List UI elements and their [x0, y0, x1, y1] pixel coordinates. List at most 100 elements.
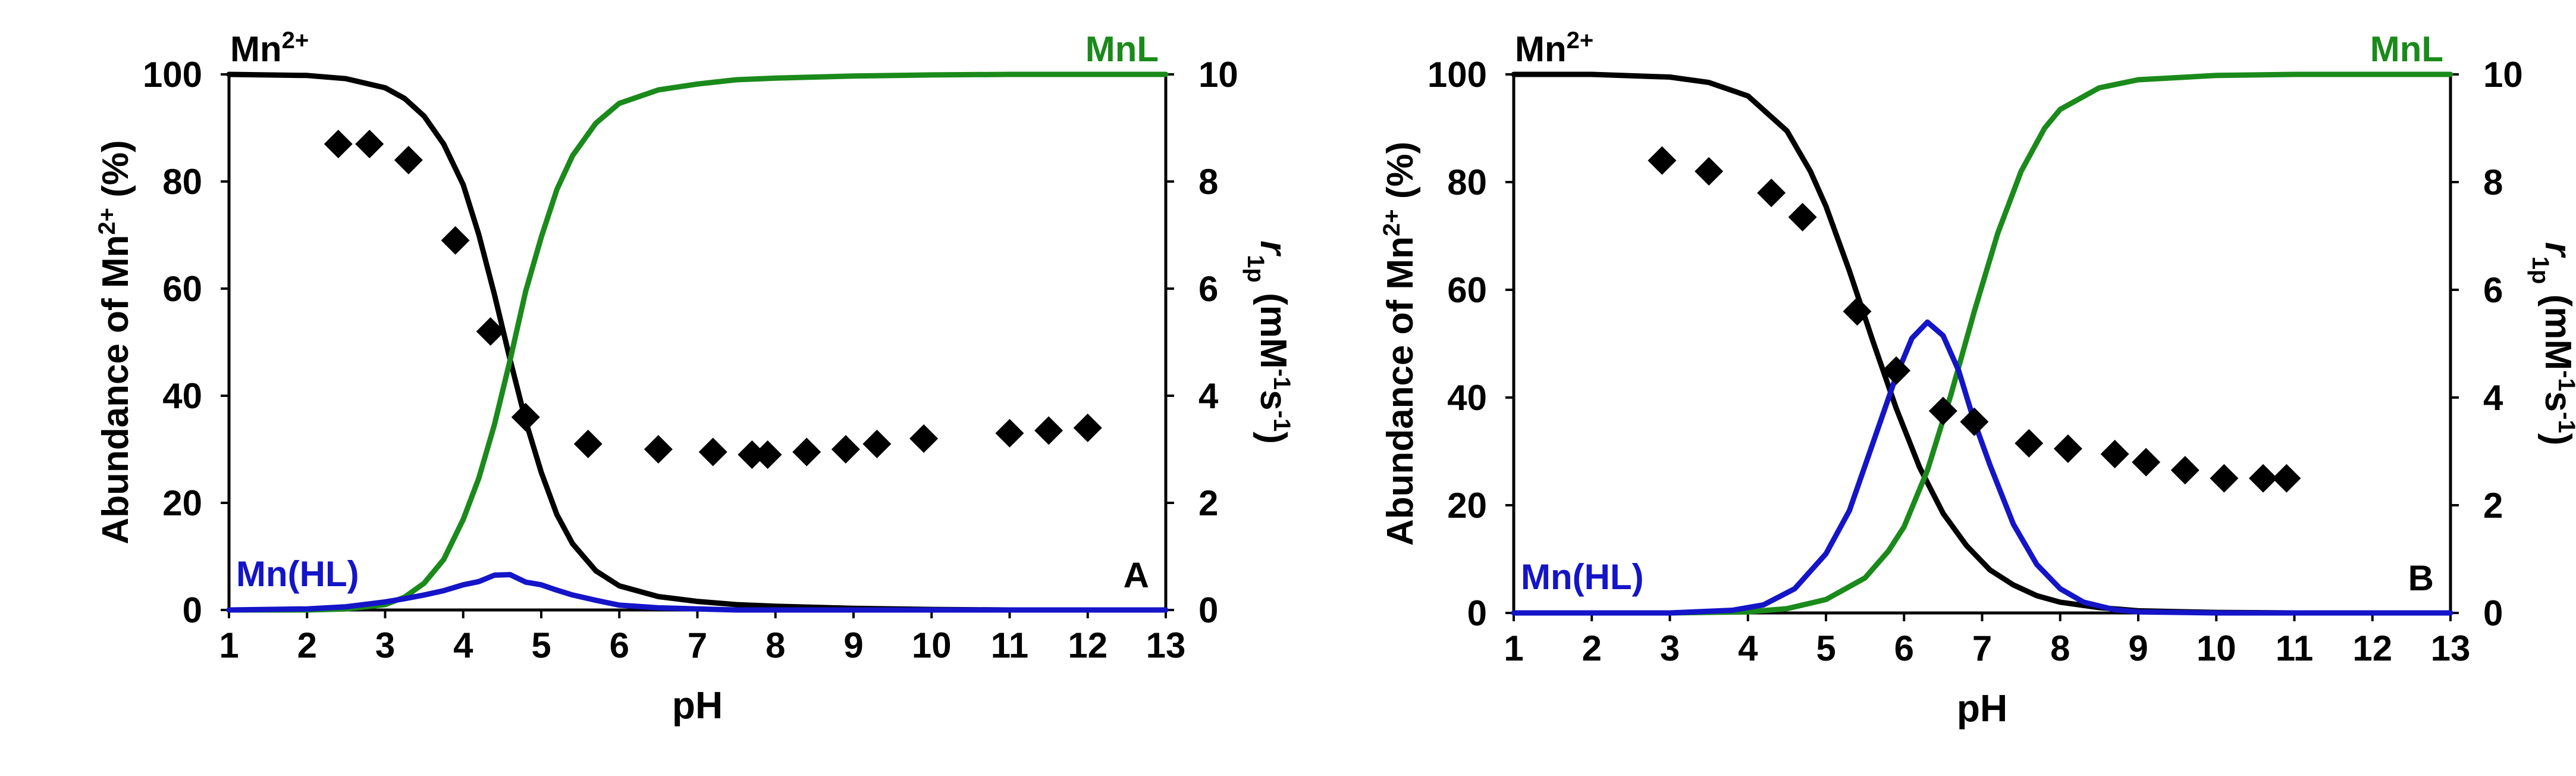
y2-tick-label: 6	[2483, 270, 2503, 310]
y-tick-label: 0	[183, 590, 202, 630]
mn2-label-superscript: 2+	[1567, 27, 1594, 54]
mn2-label: Mn2+	[230, 27, 309, 69]
y2-tick-label: 10	[1198, 55, 1238, 95]
r1p-data-point	[644, 435, 673, 464]
x-tick-label: 7	[1972, 628, 1992, 668]
y2-axis-title: r1p (mM-1s-1)	[2527, 242, 2576, 446]
y2-axis-title-s: s	[1253, 390, 1294, 410]
y2-tick-label: 4	[2483, 378, 2503, 418]
x-tick-label: 2	[297, 625, 317, 665]
x-tick-label: 3	[375, 625, 395, 665]
x-tick-label: 8	[2050, 628, 2070, 668]
x-tick-label: 2	[1582, 628, 1602, 668]
y-tick-label: 40	[162, 376, 202, 416]
y2-axis-title-close: )	[2537, 433, 2576, 446]
r1p-data-point	[1648, 146, 1677, 175]
r1p-data-point	[753, 440, 782, 469]
mnl-label: MnL	[1085, 29, 1159, 69]
y-tick-label: 60	[162, 269, 202, 309]
x-tick-label: 9	[2128, 628, 2148, 668]
y2-tick-label: 2	[1198, 483, 1218, 523]
r1p-data-point	[909, 424, 939, 453]
mnhl-curve	[1511, 319, 2453, 616]
r1p-data-point	[394, 146, 423, 174]
x-tick-label: 3	[1660, 628, 1680, 668]
mn2-label: Mn2+	[1515, 27, 1593, 69]
r1p-data-point	[1757, 179, 1786, 208]
y2-axis-title-unit: (mM	[2537, 284, 2576, 370]
x-tick-label: 6	[1894, 628, 1914, 668]
x-tick-label: 13	[2431, 628, 2471, 668]
x-tick-label: 7	[688, 625, 707, 665]
y2-axis-title-sup2: -1	[1269, 411, 1295, 432]
r1p-data-point	[862, 430, 892, 458]
y2-axis-title-sup1: -1	[2553, 370, 2576, 392]
x-tick-label: 10	[2197, 628, 2236, 668]
y-axis-title-superscript: 2+	[1379, 209, 1405, 236]
x-tick-label: 9	[843, 625, 863, 665]
r1p-data-point	[1882, 356, 1911, 385]
r1p-data-point	[995, 419, 1024, 448]
y2-tick-label: 10	[2483, 55, 2523, 95]
y-tick-label: 20	[1447, 486, 1487, 525]
x-tick-label: 4	[1738, 628, 1758, 668]
x-tick-label: 5	[531, 625, 551, 665]
y2-axis-title-sup1: -1	[1269, 369, 1295, 390]
chart-panel-a: 1 2 3 4 5 6 7 8 9 10 11 12 130204060801000246810pHAb…	[94, 27, 1295, 727]
y-axis-title-superscript: 2+	[94, 208, 120, 235]
y-axis-title: Abundance of Mn2+ (%)	[94, 140, 136, 544]
x-axis-title: pH	[1957, 687, 2007, 730]
r1p-data-point	[1695, 157, 1724, 186]
panel-letter: A	[1124, 555, 1149, 595]
y2-tick-label: 0	[2483, 593, 2503, 633]
y2-axis-title: r1p (mM-1s-1)	[1242, 240, 1295, 444]
x-tick-label: 1	[1504, 628, 1523, 668]
chart-panel-b: 1 2 3 4 5 6 7 8 9 10 11 12 130204060801000246810pHAb…	[1379, 27, 2576, 730]
x-tick-label: 10	[912, 625, 952, 665]
y-tick-label: 60	[1447, 270, 1487, 310]
r1p-data-point	[698, 437, 727, 467]
y2-axis-title-subscript: 1p	[1242, 255, 1269, 283]
mnl-curve	[226, 71, 1169, 613]
r1p-data-point	[511, 403, 540, 431]
r1p-data-point	[2100, 440, 2129, 469]
y-tick-label: 80	[162, 162, 202, 202]
r1p-data-point	[1788, 202, 1817, 231]
y-tick-label: 100	[143, 55, 202, 95]
y2-tick-label: 6	[1198, 269, 1218, 309]
r1p-data-point	[573, 430, 603, 458]
y-tick-label: 100	[1427, 55, 1487, 95]
r1p-data-point	[2132, 448, 2161, 477]
r1p-data-point	[2210, 464, 2239, 493]
y2-axis-title-r: r	[2537, 242, 2576, 258]
r1p-data-point	[792, 437, 821, 467]
r1p-data-point	[1843, 297, 1872, 326]
mnl-curve	[1511, 71, 2453, 616]
r1p-data-point	[441, 226, 470, 255]
r1p-data-point	[738, 440, 767, 469]
y-axis-title: Abundance of Mn2+ (%)	[1379, 142, 1421, 546]
r1p-data-point	[1034, 416, 1063, 445]
mnhl-curve	[226, 572, 1169, 613]
r1p-data-point	[2053, 434, 2082, 463]
x-tick-label: 13	[1146, 625, 1186, 665]
y2-axis-title-s: s	[2537, 392, 2576, 412]
y2-axis-title-subscript: 1p	[2527, 256, 2553, 284]
y-tick-label: 20	[162, 483, 202, 523]
y-tick-label: 80	[1447, 162, 1487, 202]
y2-tick-label: 2	[2483, 486, 2503, 525]
x-tick-label: 12	[2352, 628, 2392, 668]
x-tick-label: 5	[1816, 628, 1835, 668]
mn2-label-base: Mn	[230, 29, 282, 69]
r1p-data-point	[1928, 396, 1957, 425]
x-tick-label: 4	[453, 625, 473, 665]
y2-axis-title-r: r	[1253, 240, 1294, 256]
x-tick-label: 6	[610, 625, 629, 665]
y2-axis-title-sup2: -1	[2553, 412, 2576, 433]
r1p-data-point	[1073, 414, 1102, 442]
r1p-data-point	[2249, 464, 2277, 493]
r1p-data-point	[2272, 464, 2301, 493]
x-axis-title: pH	[672, 684, 723, 727]
mnhl-label: Mn(HL)	[1521, 557, 1644, 597]
